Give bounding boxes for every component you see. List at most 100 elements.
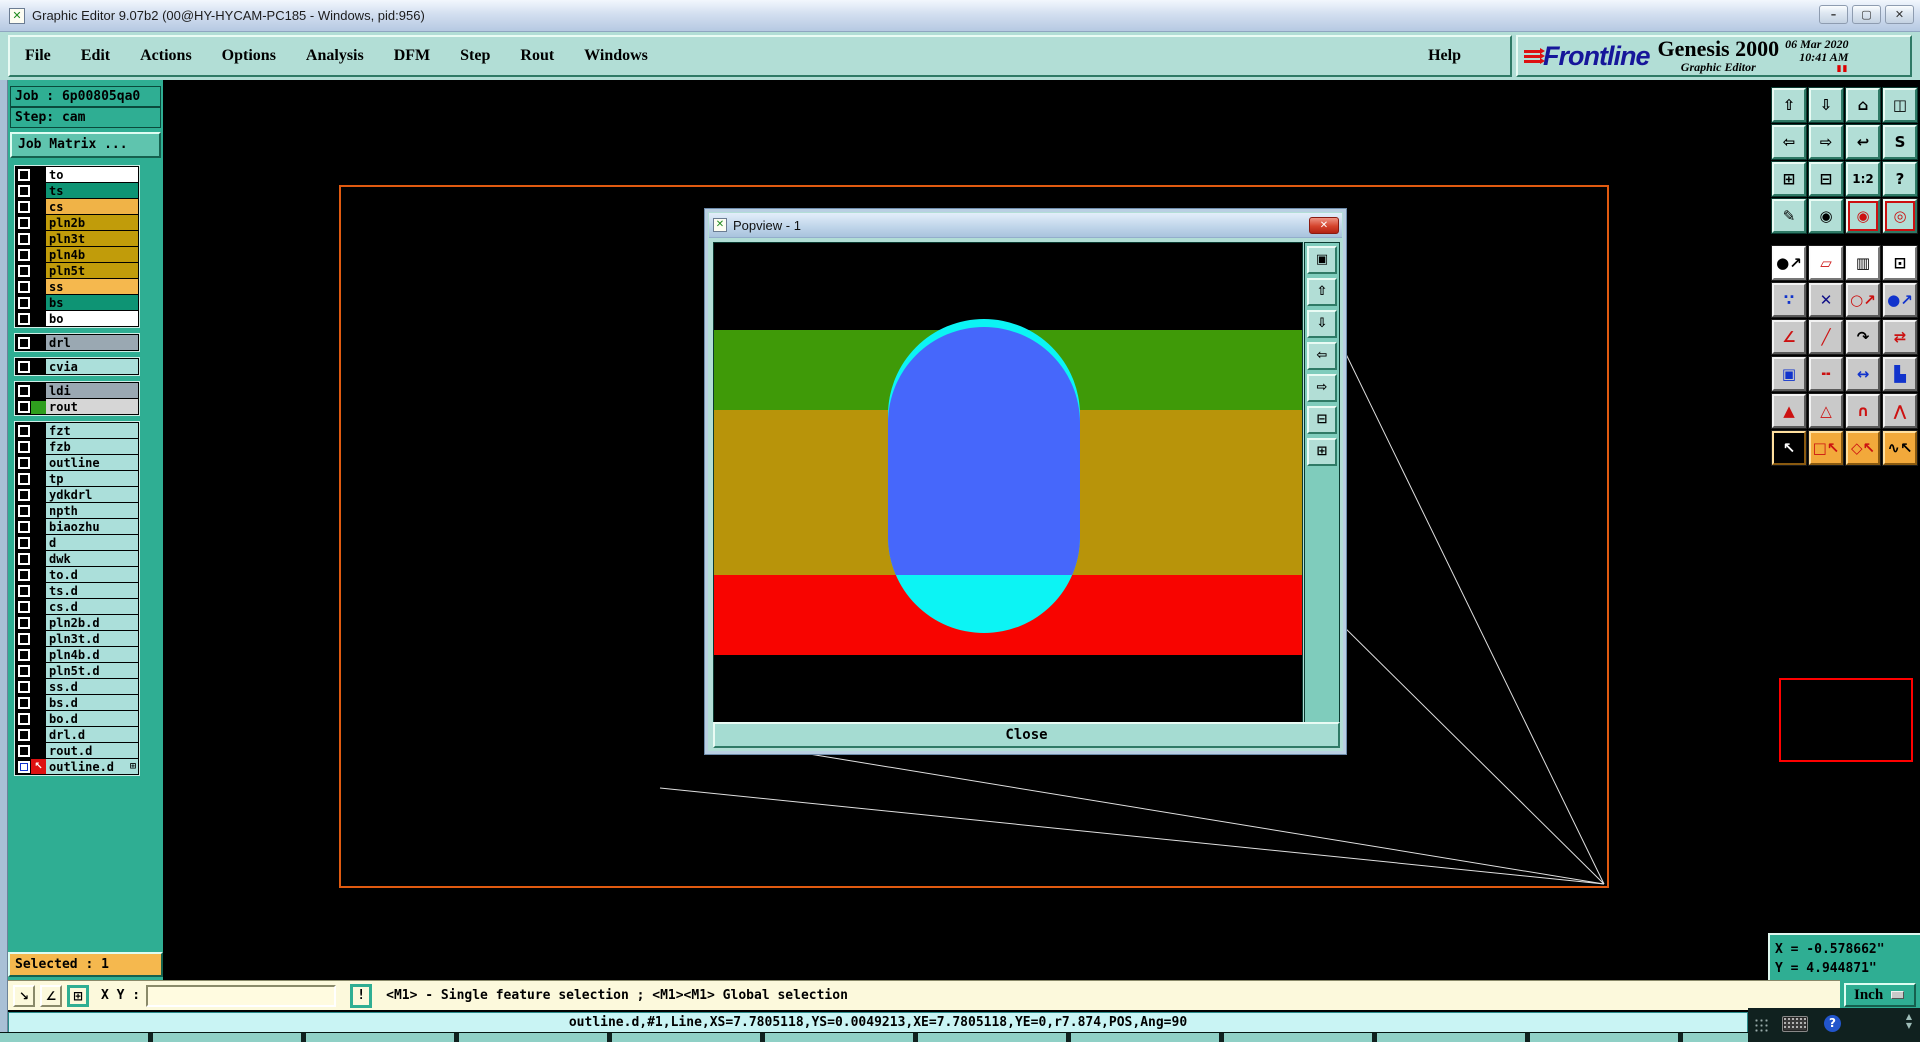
slant-line-icon[interactable]: ╱ xyxy=(1809,320,1843,354)
layer-label[interactable]: drl xyxy=(46,335,138,350)
snap-mode-icon[interactable]: ↘ xyxy=(13,984,35,1007)
layer-visibility-checkbox[interactable] xyxy=(18,664,30,677)
layer-row-rout[interactable]: rout xyxy=(16,399,138,414)
main-canvas[interactable]: ✕ Popview - 1 ✕ ▣ ⇧ ⇩ ⇦ ⇨ ⊟ ⊞ Close xyxy=(163,80,1768,980)
layer-row-ts.d[interactable]: ts.d xyxy=(16,583,138,598)
menu-options[interactable]: Options xyxy=(221,47,276,64)
split-view-xy-icon[interactable]: ◫ xyxy=(1883,88,1917,122)
ime-help-icon[interactable]: ? xyxy=(1824,1015,1841,1032)
layer-visibility-checkbox[interactable] xyxy=(18,584,30,597)
layer-label[interactable]: rout xyxy=(46,399,138,414)
keyboard-icon[interactable] xyxy=(1782,1016,1808,1032)
layer-row-ts[interactable]: ts xyxy=(16,183,138,198)
layer-row-pln5t.d[interactable]: pln5t.d xyxy=(16,663,138,678)
layer-label[interactable]: ydkdrl xyxy=(46,487,138,502)
layer-row-to.d[interactable]: to.d xyxy=(16,567,138,582)
maximize-button[interactable]: ▢ xyxy=(1852,5,1881,24)
layer-row-outline.d[interactable]: ↖ outline.d ⊞ xyxy=(16,759,138,774)
delete-feature-icon[interactable]: ✕ xyxy=(1809,283,1843,317)
layer-visibility-checkbox[interactable] xyxy=(18,552,30,565)
layer-label[interactable]: bs.d xyxy=(46,695,138,710)
menu-dfm[interactable]: DFM xyxy=(393,47,431,64)
job-matrix-button[interactable]: Job Matrix ... xyxy=(10,132,161,158)
menu-edit[interactable]: Edit xyxy=(80,47,111,64)
layer-row-biaozhu[interactable]: biaozhu xyxy=(16,519,138,534)
pan-up-icon[interactable]: ⇧ xyxy=(1307,278,1337,306)
close-button[interactable]: ✕ xyxy=(1885,5,1914,24)
layer-label[interactable]: npth xyxy=(46,503,138,518)
layer-row-bo.d[interactable]: bo.d xyxy=(16,711,138,726)
surface-fill-icon[interactable]: ▙ xyxy=(1883,357,1917,391)
help-icon[interactable]: ? xyxy=(1883,162,1917,196)
layer-visibility-checkbox[interactable] xyxy=(18,600,30,613)
layer-label[interactable]: pln2b.d xyxy=(46,615,138,630)
measure-distance-icon[interactable]: ↔ xyxy=(1846,357,1880,391)
layer-visibility-checkbox[interactable] xyxy=(18,616,30,629)
layer-visibility-checkbox[interactable] xyxy=(18,488,30,501)
select-area-icon[interactable]: ⊡ xyxy=(1883,246,1917,280)
pan-right-icon[interactable]: ⇨ xyxy=(1809,125,1843,159)
measure-ruler-icon[interactable]: ▥ xyxy=(1846,246,1880,280)
xy-input[interactable] xyxy=(146,984,337,1007)
layer-row-pln4b[interactable]: pln4b xyxy=(16,247,138,262)
arc-peak-icon[interactable]: △ xyxy=(1809,394,1843,428)
move-feature-icon[interactable]: ●↗ xyxy=(1883,283,1917,317)
layer-visibility-checkbox[interactable] xyxy=(18,696,30,709)
layer-row-fzt[interactable]: fzt xyxy=(16,423,138,438)
layer-visibility-checkbox[interactable] xyxy=(18,744,30,757)
layer-visibility-checkbox[interactable] xyxy=(18,712,30,725)
redraw-icon[interactable]: S xyxy=(1883,125,1917,159)
layer-row-pln3t[interactable]: pln3t xyxy=(16,231,138,246)
layer-label[interactable]: pln4b xyxy=(46,247,138,262)
menu-rout[interactable]: Rout xyxy=(520,47,555,64)
zoom-extents-icon[interactable]: ⊞ xyxy=(1307,438,1337,466)
layer-label[interactable]: to.d xyxy=(46,567,138,582)
layer-row-ldi[interactable]: ldi xyxy=(16,383,138,398)
layer-visibility-checkbox[interactable] xyxy=(18,360,30,373)
layer-visibility-checkbox[interactable] xyxy=(18,200,30,213)
tools-palette-icon[interactable]: ✎ xyxy=(1772,199,1806,233)
layer-label[interactable]: tp xyxy=(46,471,138,486)
arc-corner-icon[interactable]: ▲ xyxy=(1772,394,1806,428)
mirror-feature-icon[interactable]: ⇄ xyxy=(1883,320,1917,354)
zoom-home-icon[interactable]: ⌂ xyxy=(1846,88,1880,122)
layer-visibility-checkbox[interactable] xyxy=(18,384,30,397)
layer-row-pln2b[interactable]: pln2b xyxy=(16,215,138,230)
menu-file[interactable]: File xyxy=(25,47,51,64)
pan-left-icon[interactable]: ⇦ xyxy=(1307,342,1337,370)
layer-label[interactable]: ldi xyxy=(46,383,138,398)
layer-label[interactable]: pln5t xyxy=(46,263,138,278)
layer-label[interactable]: outline xyxy=(46,455,138,470)
layer-row-bs.d[interactable]: bs.d xyxy=(16,695,138,710)
layer-row-pln4b.d[interactable]: pln4b.d xyxy=(16,647,138,662)
pan-right-icon[interactable]: ⇨ xyxy=(1307,374,1337,402)
layer-label[interactable]: bo xyxy=(46,311,138,326)
layer-row-cs.d[interactable]: cs.d xyxy=(16,599,138,614)
layer-label[interactable]: ts xyxy=(46,183,138,198)
pan-left-icon[interactable]: ⇦ xyxy=(1772,125,1806,159)
zoom-fit-icon[interactable]: ⊟ xyxy=(1307,406,1337,434)
layer-visibility-checkbox[interactable] xyxy=(18,536,30,549)
layer-label[interactable]: pln3t.d xyxy=(46,631,138,646)
copy-feature-icon[interactable]: ○↗ xyxy=(1846,283,1880,317)
zoom-extents-icon[interactable]: ⊞ xyxy=(1772,162,1806,196)
layer-visibility-checkbox[interactable] xyxy=(18,680,30,693)
reshape-polygon-icon[interactable]: ▱ xyxy=(1809,246,1843,280)
layer-visibility-checkbox[interactable] xyxy=(18,264,30,277)
rotate-feature-icon[interactable]: ↷ xyxy=(1846,320,1880,354)
zoom-fit-icon[interactable]: ⊟ xyxy=(1809,162,1843,196)
layer-label[interactable]: outline.d ⊞ xyxy=(46,759,138,774)
layer-label[interactable]: pln3t xyxy=(46,231,138,246)
window-titlebar[interactable]: ✕ Graphic Editor 9.07b2 (00@HY-HYCAM-PC1… xyxy=(0,0,1920,32)
layer-visibility-checkbox[interactable] xyxy=(18,504,30,517)
select-single-cursor-icon[interactable]: ↖ xyxy=(1772,431,1806,465)
menu-actions[interactable]: Actions xyxy=(140,47,192,64)
layer-label[interactable]: cs xyxy=(46,199,138,214)
menu-help[interactable]: Help xyxy=(1428,47,1461,64)
pan-up-icon[interactable]: ⇧ xyxy=(1772,88,1806,122)
layer-label[interactable]: fzt xyxy=(46,423,138,438)
layer-row-npth[interactable]: npth xyxy=(16,503,138,518)
layer-label[interactable]: bo.d xyxy=(46,711,138,726)
pan-down-icon[interactable]: ⇩ xyxy=(1307,310,1337,338)
layer-visibility-checkbox[interactable] xyxy=(18,280,30,293)
